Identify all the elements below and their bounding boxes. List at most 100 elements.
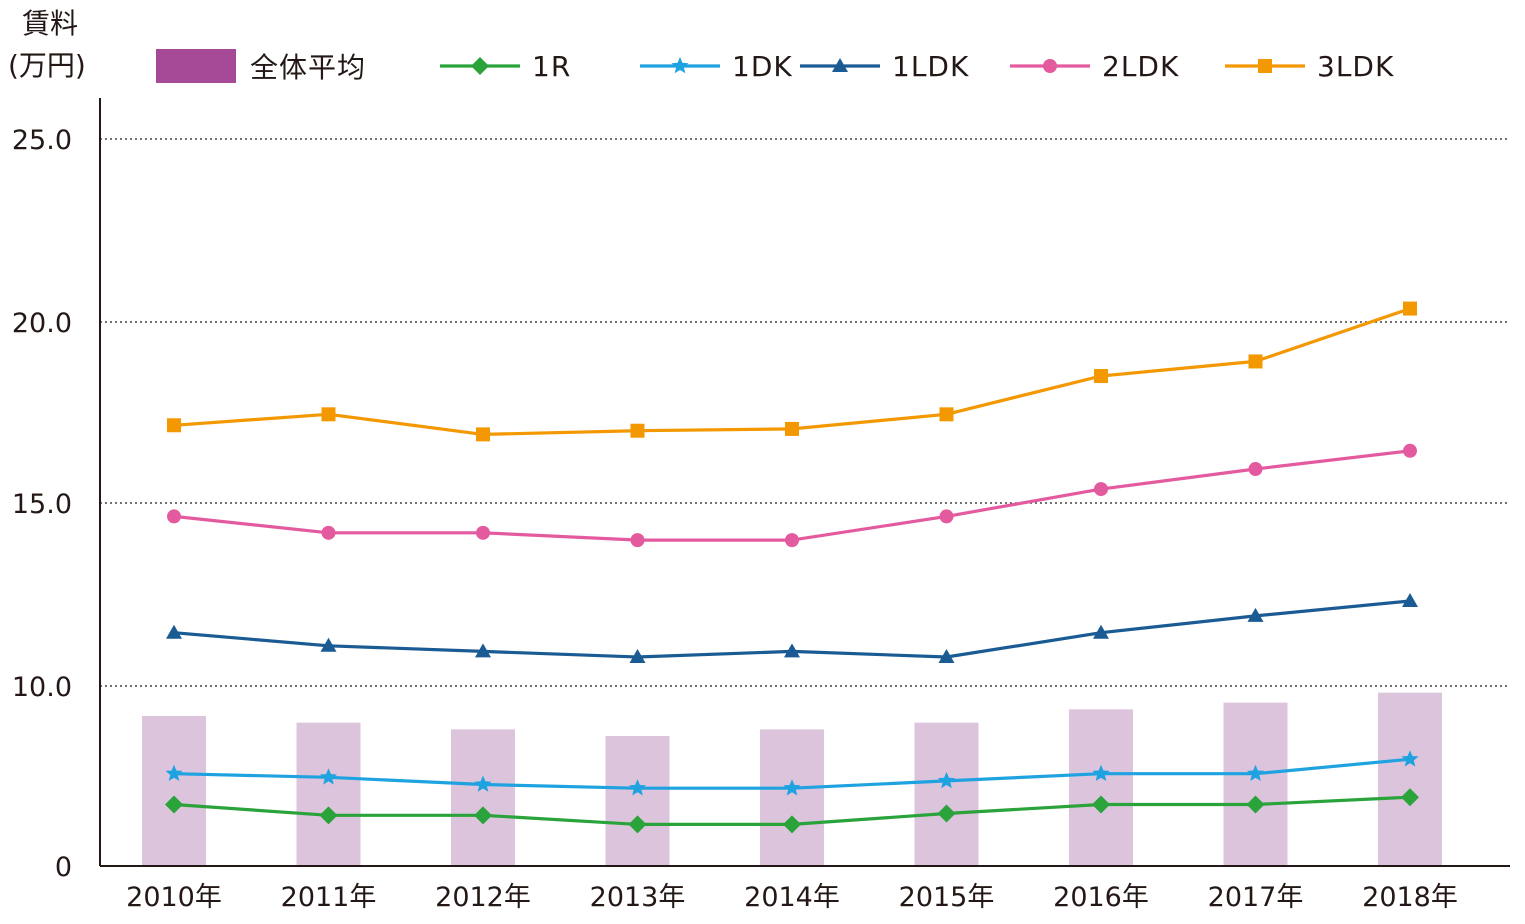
x-tick-label: 2011年 [281,882,377,913]
marker-circle [785,533,799,548]
bar [1378,692,1442,866]
marker-diamond [471,57,489,75]
marker-circle [1043,59,1057,73]
legend-item-1DK: 1DK [640,46,793,86]
legend-swatch [640,57,720,74]
x-tick-labels: 2010年 2011年 2012年 2013年 2014年 2015年 2016年 2017年… [126,882,1458,913]
marker-diamond [783,815,801,834]
marker-square [476,427,490,442]
marker-circle [1403,443,1417,458]
y-tick-labels: 0 10.0 15.0 20.0 25.0 [12,125,72,883]
marker-circle [1248,462,1263,477]
marker-triangle [1402,593,1418,607]
marker-triangle [320,637,337,652]
series-line-3LDK [173,307,1411,436]
bar [1069,709,1133,866]
marker-diamond [474,806,492,825]
x-tick-label: 2014年 [744,882,840,913]
marker-square [1094,369,1108,384]
bar [914,722,979,866]
marker-triangle [1247,607,1264,622]
marker-square [1403,301,1417,316]
y-tick-label: 10.0 [12,672,72,703]
marker-star [474,775,492,792]
marker-star [165,764,183,781]
marker-triangle [1093,624,1109,639]
y-axis-label-line1: 賃料 [22,7,79,40]
legend-swatch [800,58,880,72]
marker-square [321,407,336,422]
y-tick-label: 15.0 [12,489,72,520]
marker-triangle [832,58,848,72]
axes [99,98,1510,867]
marker-diamond [165,795,183,814]
y-tick-label: 0 [55,852,72,883]
legend-label: 1DK [732,49,793,83]
marker-triangle [475,643,491,658]
x-tick-label: 2016年 [1053,882,1149,913]
marker-circle [939,509,954,524]
marker-star [1092,764,1110,781]
marker-square [939,407,954,422]
marker-square [630,423,645,438]
marker-star [671,57,689,74]
marker-circle [1094,482,1108,497]
legend-label: 1LDK [892,49,970,83]
legend-bar-swatch [156,49,236,83]
legend-label: 1R [532,49,572,83]
bars [142,692,1442,866]
x-tick-label: 2012年 [435,882,531,913]
gridlines [100,138,1510,687]
bar [605,736,670,866]
bar [296,722,361,866]
marker-circle [476,525,490,540]
marker-circle [167,509,181,524]
x-tick-label: 2013年 [590,882,686,913]
x-tick-label: 2017年 [1208,882,1304,913]
bar [760,729,824,866]
marker-square [785,421,799,436]
legend-label: 3LDK [1317,49,1395,83]
marker-star [783,779,801,796]
x-tick-label: 2015年 [899,882,995,913]
marker-diamond [1092,795,1110,814]
marker-triangle [166,624,182,639]
marker-star [937,771,956,789]
marker-circle [321,525,336,540]
marker-triangle [784,643,800,658]
marker-square [1248,354,1263,369]
y-axis-label-line2: (万円) [8,49,86,82]
marker-square [167,418,181,433]
legend-label: 全体平均 [250,51,367,84]
marker-diamond [319,806,338,825]
marker-circle [630,533,645,548]
x-tick-label: 2010年 [126,882,222,913]
legend-item-bar: 全体平均 [156,46,366,86]
marker-triangle [629,649,646,663]
legend-item-1R: 1R [440,46,571,86]
marker-star [319,768,338,785]
series-line-2LDK [173,449,1411,542]
marker-star [1401,750,1419,767]
marker-star [1246,764,1265,781]
series-markers [165,301,1419,834]
legend-item-1LDK: 1LDK [800,46,969,86]
marker-triangle [938,649,955,663]
y-tick-label: 20.0 [12,308,72,339]
legend-swatch [440,57,520,75]
marker-square [1258,59,1272,73]
bar [451,729,515,866]
legend-label: 2LDK [1102,49,1180,83]
marker-diamond [1246,795,1265,814]
marker-diamond [1401,788,1419,807]
legend-swatch [1010,59,1090,73]
x-tick-label: 2018年 [1362,882,1458,913]
legend-item-3LDK: 3LDK [1225,46,1394,86]
marker-star [628,779,647,796]
y-tick-label: 25.0 [12,125,72,156]
legend-swatch [1225,59,1305,73]
bar [142,716,206,866]
legend-item-2LDK: 2LDK [1010,46,1179,86]
marker-diamond [937,804,956,823]
